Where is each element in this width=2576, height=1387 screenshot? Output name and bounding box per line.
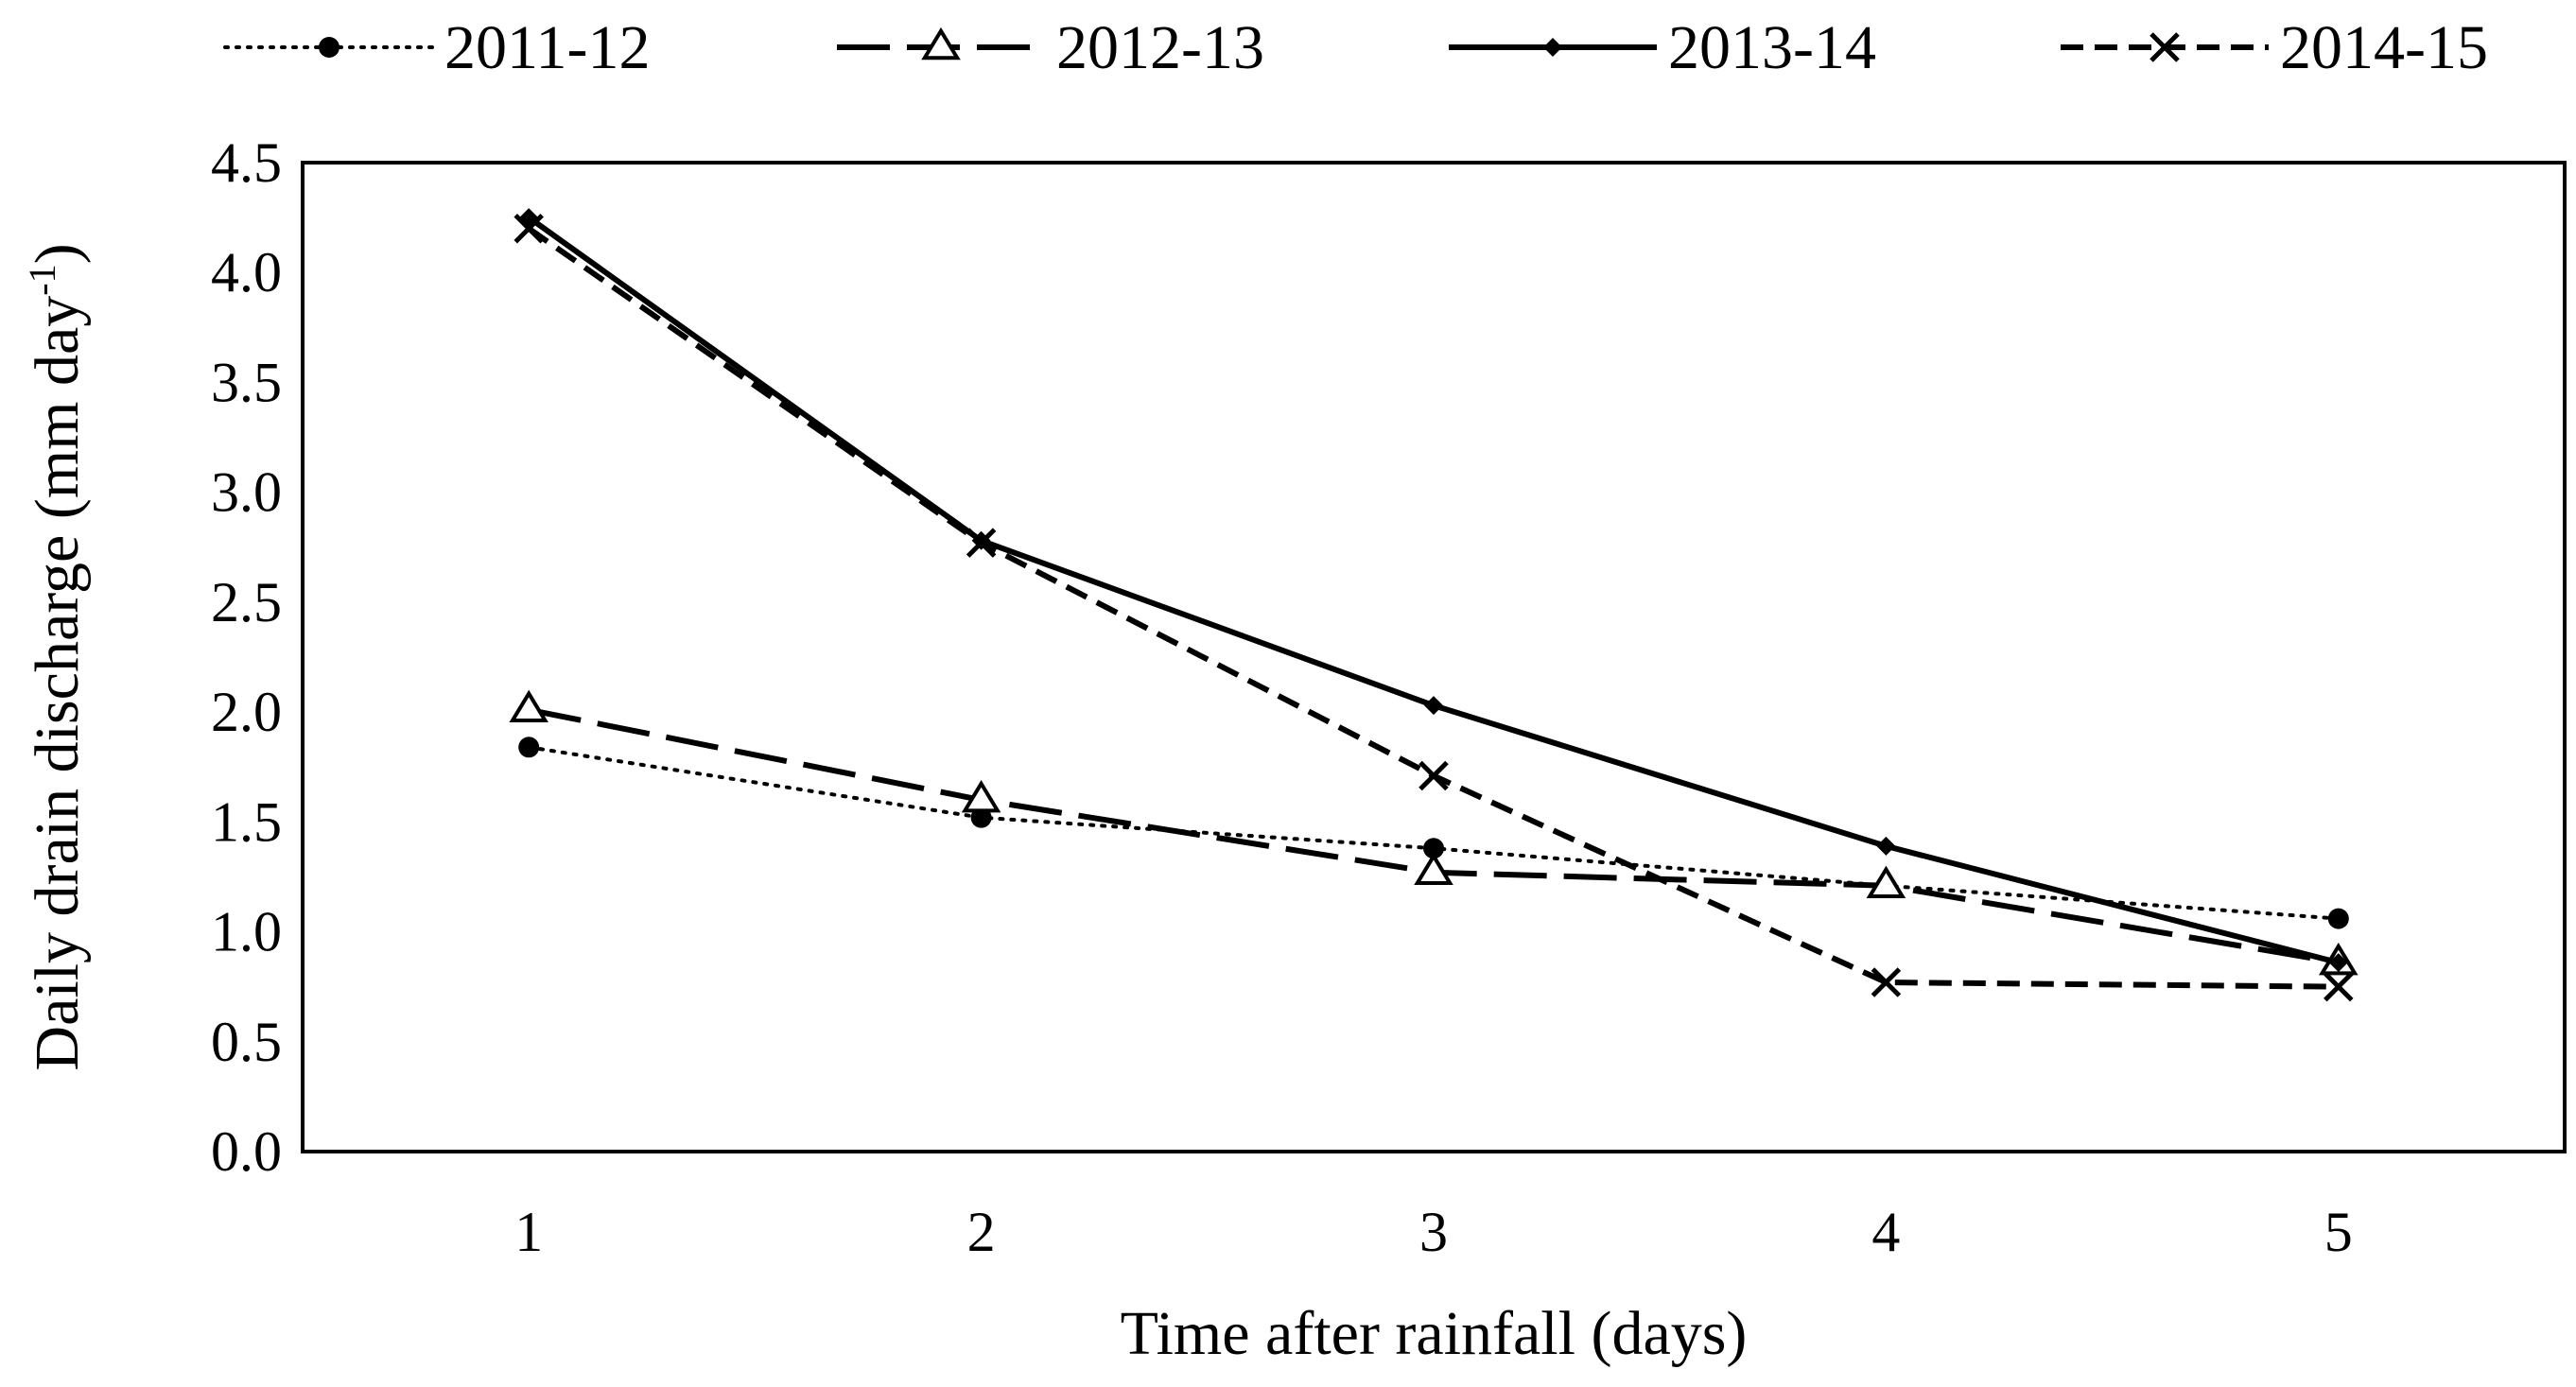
legend-item-2013-14: 2013-14: [1449, 13, 1876, 82]
data-point-2011-12-5: [2327, 908, 2349, 929]
y-axis-title-main: Daily drain discharge (mm day: [23, 296, 92, 1071]
series-2011-12: [518, 737, 2349, 929]
y-tick-label: 2.5: [211, 571, 282, 633]
series-line-2012-13: [528, 706, 2340, 966]
legend-label: 2011-12: [444, 13, 651, 82]
data-point-2013-14-3: [1424, 696, 1443, 716]
data-point-2013-14-4: [1876, 836, 1896, 856]
legend-label: 2014-15: [2280, 13, 2488, 82]
legend-item-2012-13: 2012-13: [837, 13, 1264, 82]
y-tick-label: 2.0: [211, 681, 282, 743]
data-point-2014-15-1: [513, 213, 544, 244]
data-point-2012-13-3: [1414, 852, 1453, 886]
data-point-2014-15-5: [2324, 971, 2354, 1002]
legend-marker: [319, 37, 339, 58]
y-tick-label: 1.5: [211, 790, 282, 853]
x-tick-label: 1: [514, 1201, 543, 1263]
data-point-2013-14-5: [2328, 953, 2348, 973]
y-axis-ticks: 0.0 0.5 1.0 1.5 2.0 2.5 3.0 3.5 4.0 4.5: [211, 131, 282, 1183]
series-2012-13: [509, 689, 2358, 976]
y-tick-label: 4.5: [211, 131, 282, 194]
data-point-2012-13-4: [1866, 865, 1906, 898]
x-tick-label: 5: [2324, 1201, 2353, 1263]
legend-marker: [2150, 32, 2180, 62]
y-tick-label: 0.5: [211, 1011, 282, 1073]
data-point-2012-13-2: [961, 779, 1001, 813]
y-tick-label: 3.5: [211, 351, 282, 413]
x-tick-label: 4: [1871, 1201, 1900, 1263]
legend-label: 2013-14: [1668, 13, 1876, 82]
legend-label: 2012-13: [1056, 13, 1264, 82]
legend-marker: [1543, 38, 1562, 57]
data-point-2014-15-4: [1871, 967, 1902, 997]
legend: 2011-12 2012-13 2013-14 2014-15: [223, 13, 2488, 82]
y-axis-title: Daily drain discharge (mm day-1): [21, 243, 92, 1070]
x-tick-label: 2: [967, 1201, 996, 1263]
series-layer: [509, 208, 2358, 1002]
x-tick-label: 3: [1419, 1201, 1448, 1263]
data-point-2014-15-3: [1419, 760, 1449, 791]
legend-item-2011-12: 2011-12: [223, 13, 651, 82]
y-axis-title-superscript: -1: [21, 264, 63, 295]
y-tick-label: 1.0: [211, 901, 282, 963]
data-point-2011-12-3: [1423, 838, 1444, 859]
y-tick-label: 4.0: [211, 241, 282, 303]
y-tick-label: 3.0: [211, 461, 282, 524]
y-tick-label: 0.0: [211, 1120, 282, 1183]
plot-area-frame: [301, 161, 2567, 1153]
data-point-2014-15-2: [966, 528, 997, 558]
legend-item-2014-15: 2014-15: [2061, 13, 2488, 82]
x-axis-ticks: 1 2 3 4 5: [514, 1201, 2353, 1263]
series-2014-15: [513, 213, 2354, 1002]
x-axis-title: Time after rainfall (days): [1121, 1299, 1748, 1368]
data-point-2012-13-1: [509, 689, 548, 723]
data-point-2011-12-1: [518, 737, 540, 758]
y-axis-title-close: ): [23, 243, 92, 264]
legend-marker: [921, 26, 961, 61]
